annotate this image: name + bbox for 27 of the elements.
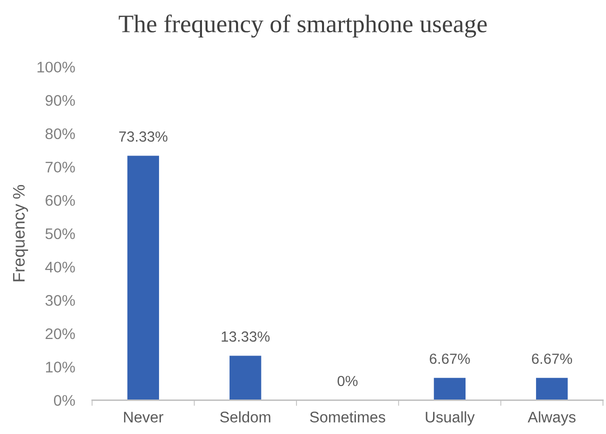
y-tick-label: 30% <box>45 295 75 306</box>
y-tick-label: 70% <box>46 162 75 173</box>
data-label: 6.67% <box>430 354 470 364</box>
bar <box>230 356 262 400</box>
y-tick-label: 60% <box>46 195 75 206</box>
y-tick-label: 90% <box>46 95 75 106</box>
y-tick-label: 0% <box>54 395 75 406</box>
data-label: 0% <box>338 376 358 386</box>
y-tick-label: 50% <box>45 228 75 240</box>
y-axis-title: Frequency % <box>13 184 28 282</box>
x-tick-label: Never <box>124 412 164 422</box>
data-label: 6.67% <box>532 354 572 364</box>
x-tick-label: Seldom <box>220 411 270 422</box>
data-label: 73.33% <box>119 131 168 142</box>
y-tick-label: 40% <box>45 262 75 273</box>
y-tick-label: 80% <box>46 128 75 140</box>
data-label: 13.33% <box>222 331 270 342</box>
bar <box>127 156 160 400</box>
x-tick-label: Always <box>528 411 576 426</box>
x-tick-label: Usually <box>426 411 475 426</box>
x-tick-label: Sometimes <box>310 411 386 422</box>
chart-title: The frequency of smartphone useage <box>118 14 487 38</box>
y-tick-label: 10% <box>46 362 75 373</box>
y-tick-label: 20% <box>46 328 75 340</box>
bar <box>434 378 466 400</box>
y-tick-label: 100% <box>38 62 75 73</box>
bar <box>536 378 568 400</box>
